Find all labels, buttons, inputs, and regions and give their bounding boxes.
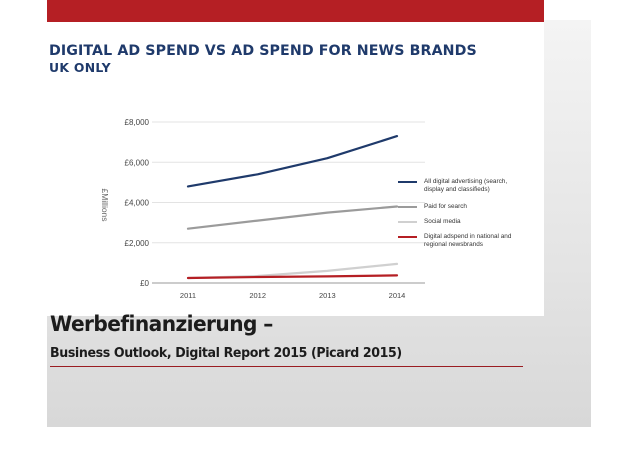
x-tick-label: 2012 bbox=[249, 291, 266, 300]
slide-title: Werbefinanzierung – bbox=[50, 312, 273, 336]
series-line bbox=[186, 205, 399, 230]
legend-swatch bbox=[398, 221, 417, 223]
x-tick-label: 2014 bbox=[389, 291, 406, 300]
y-tick-label: £2,000 bbox=[125, 239, 150, 248]
legend-swatch bbox=[398, 236, 417, 238]
y-tick-label: £4,000 bbox=[125, 199, 150, 208]
legend-label: Social media bbox=[424, 218, 461, 225]
series-line bbox=[186, 135, 399, 188]
series-line bbox=[186, 274, 399, 280]
chart-gridlines bbox=[152, 121, 425, 284]
y-tick-label: £6,000 bbox=[125, 158, 150, 167]
x-tick-labels: 2011 2012 2013 2014 bbox=[180, 291, 405, 300]
legend-swatch bbox=[398, 206, 417, 208]
legend-swatch bbox=[398, 181, 417, 183]
x-tick-label: 2013 bbox=[319, 291, 336, 300]
title-underline bbox=[50, 366, 523, 367]
y-axis-label: £Millions bbox=[100, 188, 110, 221]
chart-series-lines bbox=[186, 135, 399, 280]
chart-title: DIGITAL AD SPEND VS AD SPEND FOR NEWS BR… bbox=[49, 43, 477, 59]
y-tick-label: £8,000 bbox=[125, 118, 150, 127]
legend-label: All digital advertising (search, display… bbox=[424, 178, 508, 193]
chart-subtitle: UK ONLY bbox=[49, 60, 111, 75]
legend-label: Digital adspend in national and regional… bbox=[424, 233, 512, 248]
chart-panel bbox=[47, 22, 544, 316]
slide-subtitle: Business Outlook, Digital Report 2015 (P… bbox=[50, 346, 402, 361]
legend-label: Paid for search bbox=[424, 203, 467, 210]
top-accent-bar bbox=[47, 0, 544, 22]
x-tick-label: 2011 bbox=[180, 291, 196, 300]
y-tick-label: £0 bbox=[140, 279, 149, 288]
y-tick-labels: £0 £2,000 £4,000 £6,000 £8,000 bbox=[125, 118, 150, 288]
